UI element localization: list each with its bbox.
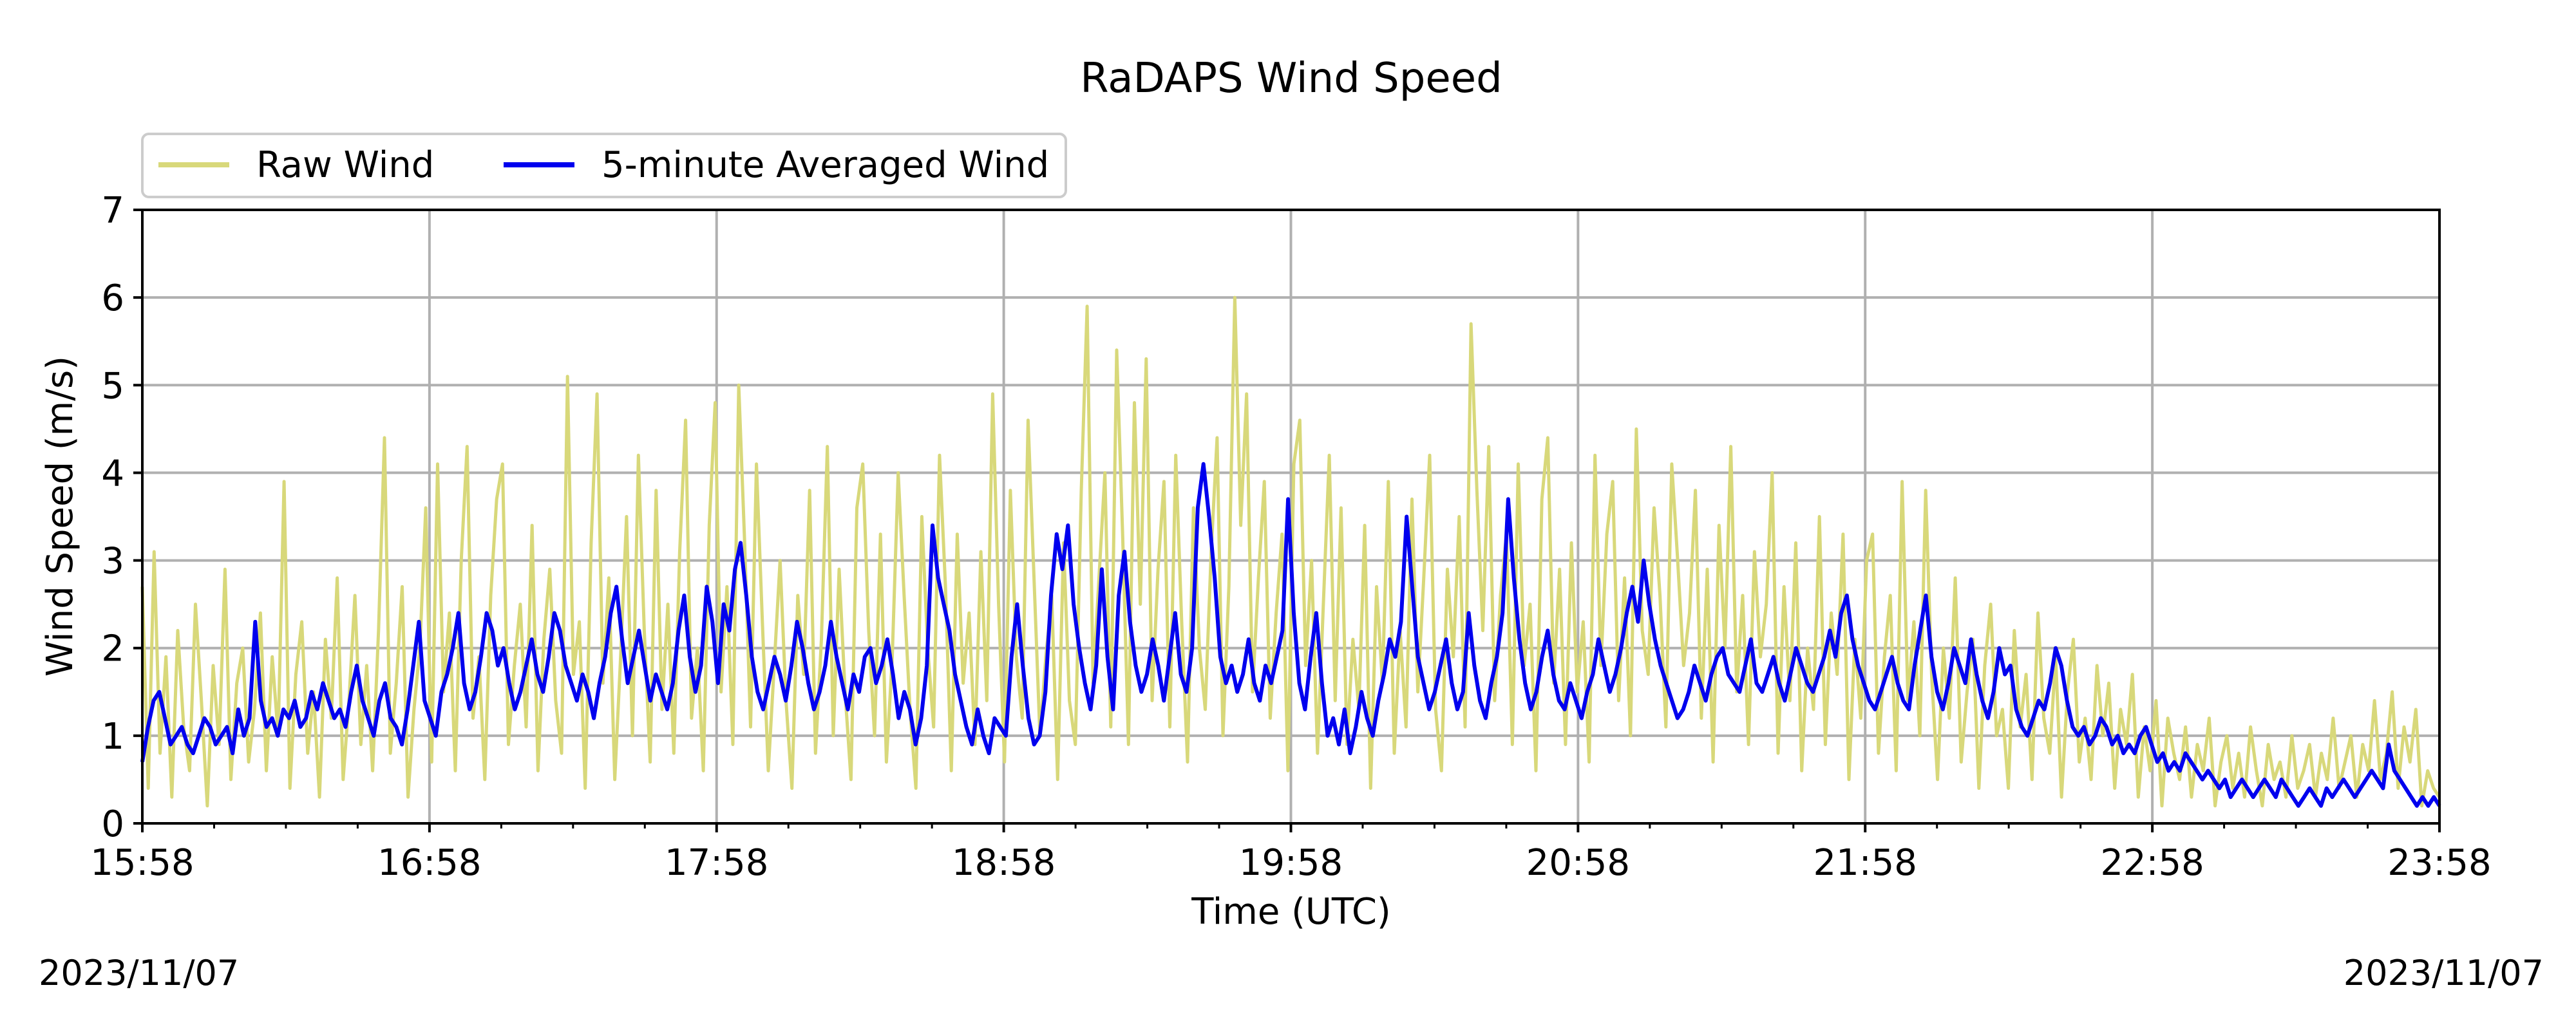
- y-tick-label: 2: [101, 628, 124, 670]
- y-tick-label: 4: [101, 453, 124, 494]
- series-line: [140, 295, 2441, 808]
- x-tick-label: 16:58: [377, 842, 481, 884]
- x-axis: 15:58 16:58 17:58 18:58 19:58 20:58 21:58 22:58…: [90, 823, 2492, 884]
- y-axis-label: Wind Speed (m/s): [39, 356, 81, 677]
- series-raw-wind: [140, 295, 2441, 808]
- x-tick-label: 18:58: [952, 842, 1056, 884]
- y-axis: 0 1 2 3 4 5 6 7: [101, 190, 142, 845]
- date-left: 2023/11/07: [39, 953, 239, 993]
- x-tick-label: 21:58: [1814, 842, 1917, 884]
- legend-box: [141, 133, 1067, 198]
- y-tick-label: 6: [101, 277, 124, 319]
- y-tick-label: 7: [101, 190, 124, 232]
- series-averaged-wind: [140, 462, 2441, 808]
- x-axis-label: Time (UTC): [1191, 891, 1391, 933]
- chart-title: RaDAPS Wind Speed: [1080, 55, 1502, 102]
- x-tick-label: 15:58: [90, 842, 194, 884]
- y-tick-label: 1: [101, 716, 124, 758]
- x-tick-label: 22:58: [2100, 842, 2204, 884]
- legend-raw-wind-label: Raw Wind: [256, 144, 434, 186]
- y-tick-label: 0: [101, 803, 124, 845]
- x-tick-label: 23:58: [2387, 842, 2491, 884]
- legend-averaged-wind-label: 5-minute Averaged Wind: [601, 144, 1049, 186]
- x-tick-label: 20:58: [1526, 842, 1630, 884]
- date-right: 2023/11/07: [2344, 953, 2544, 993]
- y-tick-label: 3: [101, 541, 124, 583]
- y-tick-label: 5: [101, 365, 124, 407]
- series-line: [140, 462, 2441, 808]
- x-tick-label: 17:58: [665, 842, 768, 884]
- x-tick-label: 19:58: [1239, 842, 1343, 884]
- legend: Raw Wind 5-minute Averaged Wind: [141, 133, 1067, 198]
